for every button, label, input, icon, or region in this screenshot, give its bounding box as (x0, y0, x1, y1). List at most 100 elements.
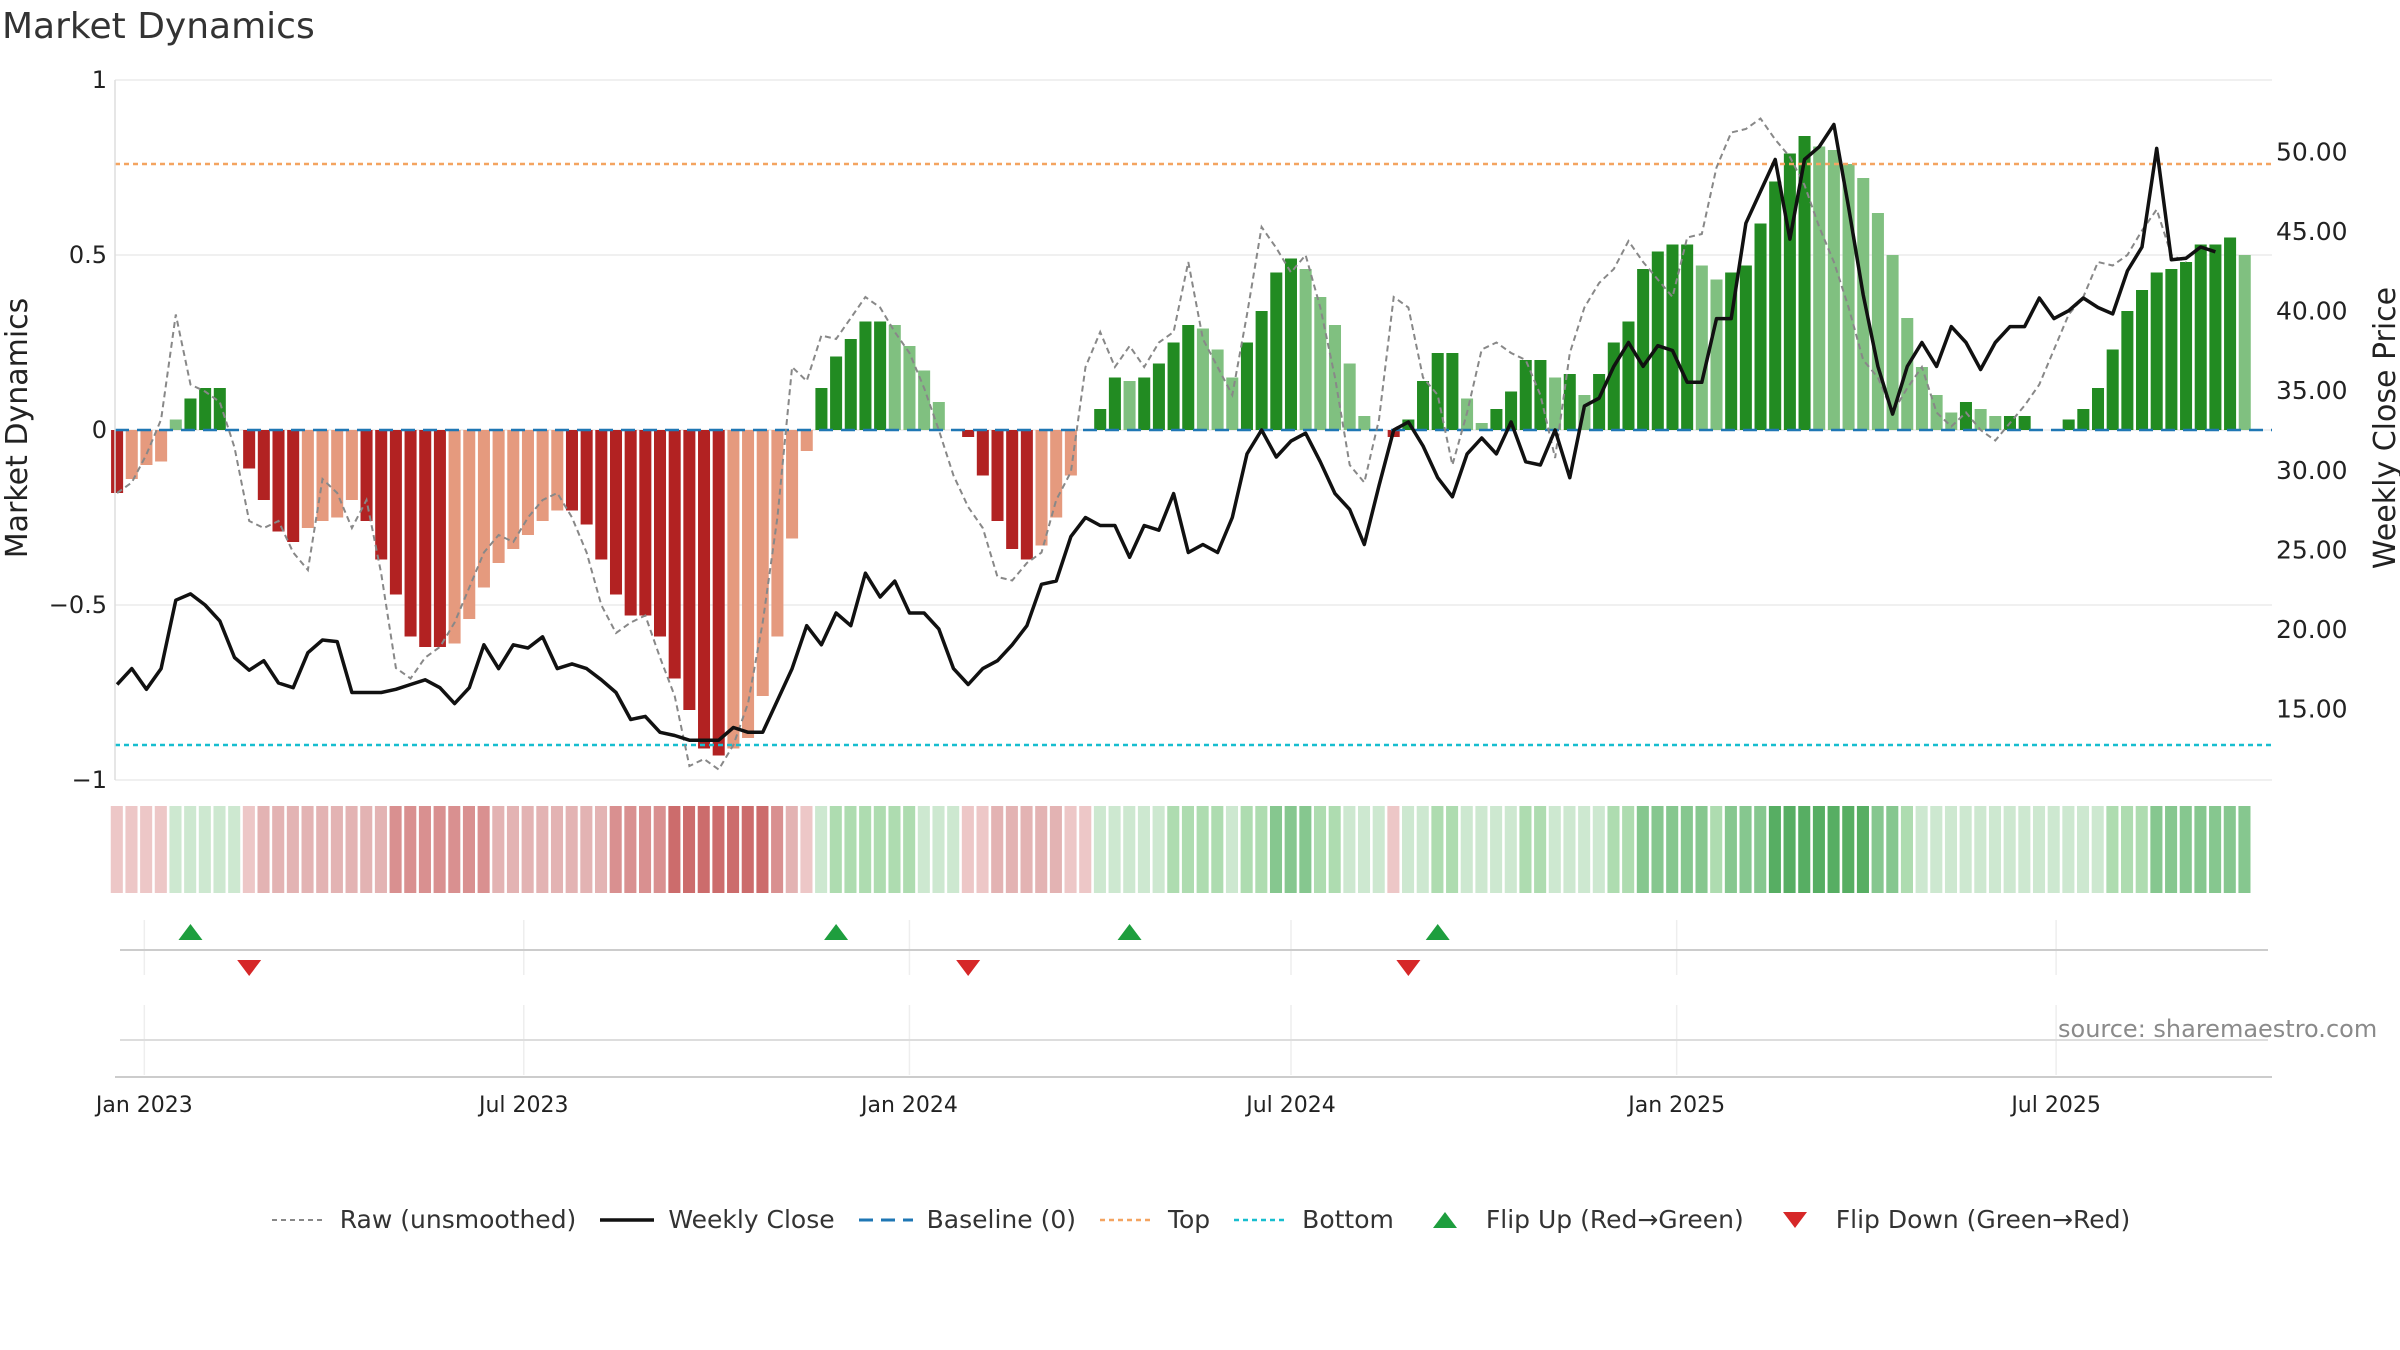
legend-label: Flip Down (Green→Red) (1835, 1205, 2131, 1234)
momentum-bar (800, 430, 813, 451)
y-left-tick-label: 0.5 (69, 241, 107, 269)
momentum-bar (1505, 391, 1518, 430)
momentum-bars (111, 136, 2251, 756)
momentum-bar (1284, 258, 1297, 430)
ribbon-cell (1783, 806, 1796, 893)
ribbon-cell (1695, 806, 1708, 893)
ribbon-cell (888, 806, 901, 893)
ribbon-cell (2062, 806, 2075, 893)
flip-down-marker (1396, 960, 1421, 976)
momentum-bar (1035, 430, 1048, 546)
ribbon-cell (2135, 806, 2148, 893)
ribbon-cell (565, 806, 578, 893)
momentum-bar (1607, 342, 1620, 430)
ribbon-cell (2018, 806, 2031, 893)
momentum-bar (1549, 377, 1562, 430)
momentum-bar (1475, 423, 1488, 430)
momentum-bar (1226, 377, 1239, 430)
momentum-bar (1959, 402, 1972, 430)
momentum-bar (2106, 349, 2119, 430)
momentum-bar (786, 430, 799, 539)
momentum-bar (213, 388, 226, 430)
x-tick-label: Jan 2024 (859, 1093, 958, 1118)
ribbon-cell (1915, 806, 1928, 893)
ribbon-cell (2223, 806, 2236, 893)
momentum-bar (1519, 360, 1532, 430)
ribbon-cell (1475, 806, 1488, 893)
ribbon-cell (404, 806, 417, 893)
axes: 1 0.5 0 −0.5 −1 50.00 45.00 40.00 35.00 30.00 25.0… (0, 66, 2400, 794)
ribbon-cell (389, 806, 402, 893)
ribbon-cell (550, 806, 564, 893)
legend-swatch (600, 1217, 655, 1222)
momentum-bar (1050, 430, 1063, 518)
flip-up-marker (1425, 924, 1450, 940)
momentum-bar (580, 430, 593, 525)
ribbon-cell (1020, 806, 1033, 893)
ribbon-cell (947, 806, 960, 893)
momentum-bar (2194, 244, 2207, 430)
momentum-bar (1651, 251, 1664, 430)
ribbon-cell (374, 806, 387, 893)
legend-item-flip-up: Flip Up (Red→Green) (1416, 1205, 1744, 1234)
legend-swatch (1782, 1211, 1807, 1228)
ribbon-cell (1856, 806, 1869, 893)
ribbon-cell (1284, 806, 1297, 893)
ribbon-cell (859, 806, 872, 893)
ribbon-cell (2091, 806, 2104, 893)
ribbon-cell (272, 806, 285, 893)
momentum-bar (1417, 381, 1430, 430)
momentum-bar (1930, 395, 1943, 430)
weekly-close-line (115, 122, 2216, 742)
x-tick-label: Jul 2023 (477, 1093, 569, 1118)
ribbon-cell (2077, 806, 2090, 893)
ribbon-cell (1607, 806, 1620, 893)
ribbon-cell (785, 806, 798, 893)
momentum-bar (756, 430, 769, 696)
ribbon-cell (903, 806, 916, 893)
ribbon-cell (844, 806, 857, 893)
momentum-bar (1754, 223, 1767, 430)
momentum-bar (463, 430, 476, 619)
momentum-bar (1211, 349, 1224, 430)
ribbon-cell (932, 806, 945, 893)
legend-label: Raw (unsmoothed) (339, 1205, 577, 1234)
momentum-bar (844, 339, 857, 430)
ribbon-cell (1768, 806, 1781, 893)
momentum-bar (521, 430, 534, 535)
momentum-bar (1827, 150, 1840, 430)
ribbon-cell (2032, 806, 2046, 893)
momentum-bar (169, 419, 182, 430)
momentum-bar (1020, 430, 1033, 560)
momentum-bar (243, 430, 256, 469)
ribbon-cell (697, 806, 710, 893)
ribbon-cell (1724, 806, 1737, 893)
momentum-bar (1446, 353, 1459, 430)
ribbon-cell (1255, 806, 1268, 893)
legend-label: Flip Up (Red→Green) (1485, 1205, 1744, 1234)
ribbon-cell (1387, 806, 1400, 893)
momentum-bar (1989, 416, 2002, 430)
legend-item-weekly-close: Weekly Close (598, 1205, 835, 1234)
ribbon-cell (1108, 806, 1121, 893)
ribbon-cell (873, 806, 886, 893)
ribbon-cell (1666, 806, 1679, 893)
momentum-bar (551, 430, 564, 511)
momentum-bar (1725, 272, 1738, 430)
momentum-bar (2136, 290, 2149, 430)
momentum-bar (1695, 265, 1708, 430)
momentum-bar (2224, 237, 2237, 430)
momentum-bar (1710, 279, 1723, 430)
ribbon-cell (1431, 806, 1444, 893)
heat-ribbon (110, 806, 2251, 893)
momentum-bar (727, 430, 740, 749)
momentum-bar (1196, 328, 1209, 430)
momentum-bar (742, 430, 755, 738)
ribbon-cell (1944, 806, 1958, 893)
ribbon-cell (330, 806, 343, 893)
ribbon-cell (1827, 806, 1840, 893)
chart-title: Market Dynamics (2, 6, 315, 47)
momentum-bar (1857, 178, 1870, 430)
ribbon-cell (1005, 806, 1018, 893)
momentum-bar (874, 321, 887, 430)
